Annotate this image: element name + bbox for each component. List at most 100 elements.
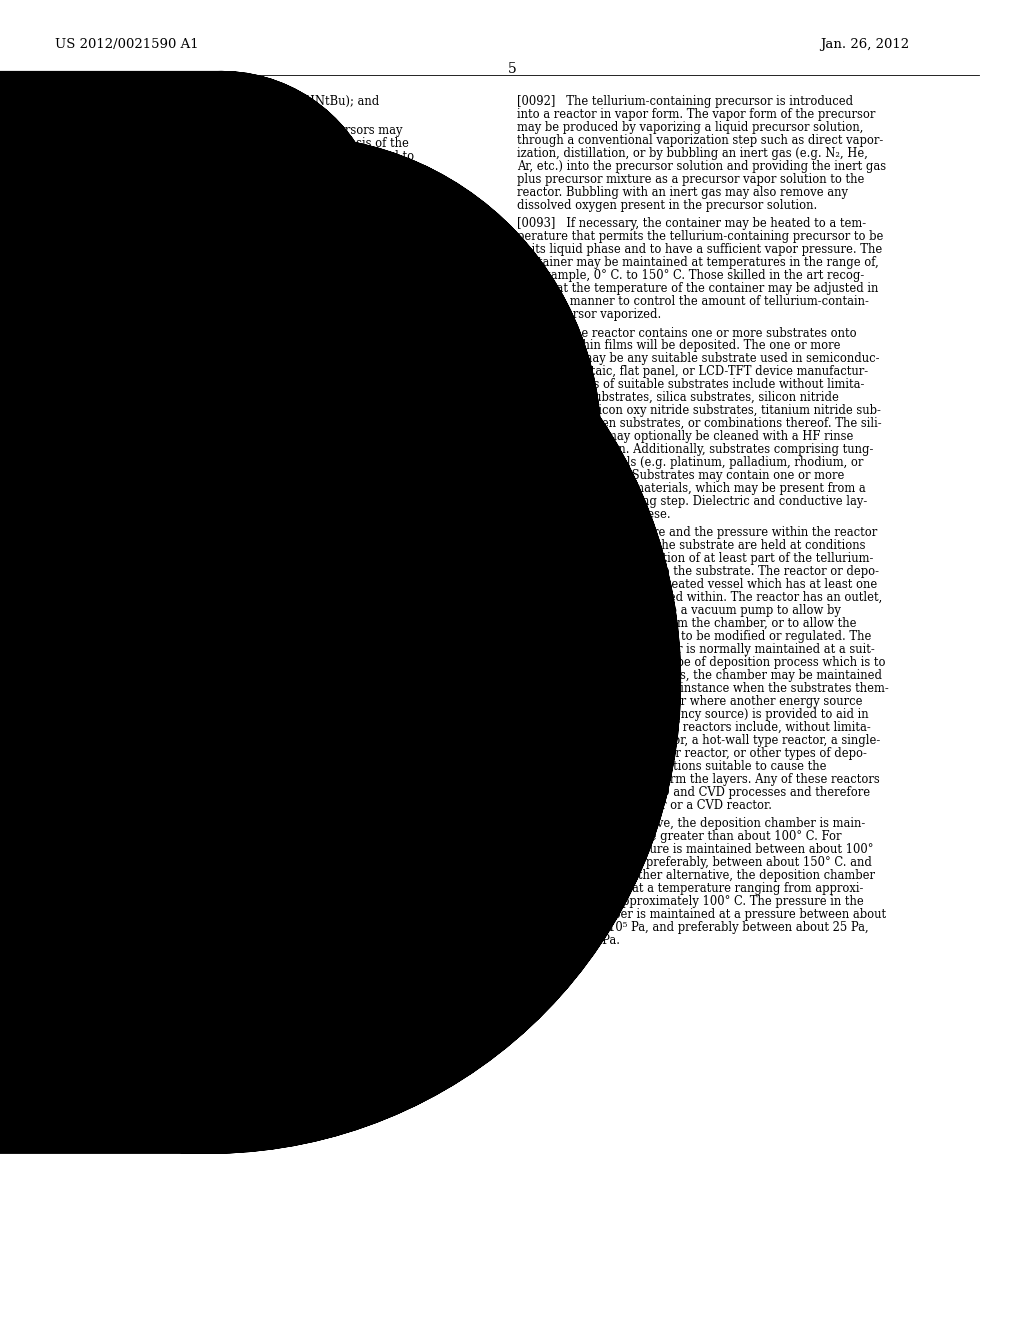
Text: Ge—Te: Ge—Te: [300, 657, 340, 668]
Text: ization, distillation, or by bubbling an inert gas (e.g. N₂, He,: ization, distillation, or by bubbling an…: [517, 147, 868, 160]
Text: of films deposited on challenging surfaces (e.g., trenches,: of films deposited on challenging surfac…: [55, 886, 394, 899]
Text: plus precursor mixture as a precursor vapor solution to the: plus precursor mixture as a precursor va…: [517, 173, 864, 186]
Text: substrates may be any suitable substrate used in semiconduc-: substrates may be any suitable substrate…: [517, 352, 880, 366]
Text: GeMe2: GeMe2: [385, 562, 425, 572]
Text: previous manufacturing step. Dielectric and conductive lay-: previous manufacturing step. Dielectric …: [517, 495, 867, 508]
Text: Me: Me: [347, 202, 365, 213]
Text: tBu: tBu: [270, 729, 290, 738]
Text: Te: Te: [317, 313, 330, 323]
Text: tellurium-containing precursor include, but are not limited to: tellurium-containing precursor include, …: [55, 150, 414, 162]
Text: prior to deposition. Additionally, substrates comprising tung-: prior to deposition. Additionally, subst…: [517, 444, 873, 455]
Text: Te: Te: [335, 371, 348, 381]
Text: GeMe2: GeMe2: [362, 351, 402, 360]
Text: tBu: tBu: [105, 620, 125, 631]
Text: Te(SiNtBuCH₂CH₂NtBu); Te(SiNtBuCH—CHNtBu); and: Te(SiNtBuCH₂CH₂NtBu); Te(SiNtBuCH—CHNtBu…: [55, 95, 379, 108]
Text: [0092]   The tellurium-containing precursor is introduced: [0092] The tellurium-containing precurso…: [517, 95, 853, 108]
Text: [0094]   The reactor contains one or more substrates onto: [0094] The reactor contains one or more …: [517, 326, 857, 339]
Text: holes, vias) is required.: holes, vias) is required.: [55, 899, 191, 912]
Text: about 350° C. In another alternative, the deposition chamber: about 350° C. In another alternative, th…: [517, 869, 874, 882]
Text: may be produced by vaporizing a liquid precursor solution,: may be produced by vaporizing a liquid p…: [517, 121, 863, 135]
Text: N: N: [111, 639, 120, 649]
Text: selves are heated directly, or where another energy source: selves are heated directly, or where ano…: [517, 696, 862, 708]
Text: for example, 0° C. to 150° C. Those skilled in the art recog-: for example, 0° C. to 150° C. Those skil…: [517, 269, 864, 282]
Text: N: N: [275, 639, 285, 649]
Text: |: |: [258, 678, 262, 690]
Text: be synthesized in various ways. Examples of synthesis of the: be synthesized in various ways. Examples…: [55, 137, 409, 150]
Text: —Te: —Te: [406, 404, 429, 414]
Text: known to those of skill in the art. Examples of suitable depo-: known to those of skill in the art. Exam…: [55, 781, 410, 795]
Text: GeMe2Cl2  +  Li2Te: GeMe2Cl2 + Li2Te: [65, 331, 183, 345]
Text: GeMe2: GeMe2: [348, 298, 388, 308]
Text: 5: 5: [508, 62, 516, 77]
Text: example, the temperature is maintained between about 100°: example, the temperature is maintained b…: [517, 843, 873, 855]
Text: sten or noble metals (e.g. platinum, palladium, rhodium, or: sten or noble metals (e.g. platinum, pal…: [517, 455, 863, 469]
Text: Me2Si: Me2Si: [342, 417, 378, 426]
Text: N: N: [275, 709, 285, 719]
Text: CVD, atomic layer deposition (ALD), and pulsed chemical: CVD, atomic layer deposition (ALD), and …: [55, 808, 390, 821]
Text: temperature in the chamber is normally maintained at a suit-: temperature in the chamber is normally m…: [517, 643, 874, 656]
Text: (GeMe2Cl)2  +  Li2Te: (GeMe2Cl)2 + Li2Te: [65, 543, 193, 556]
Text: may be used for both ALD and CVD processes and therefore: may be used for both ALD and CVD process…: [517, 785, 870, 799]
Text: suitable for vapor deposition of at least part of the tellurium-: suitable for vapor deposition of at leas…: [517, 552, 873, 565]
Text: container may be maintained at temperatures in the range of,: container may be maintained at temperatu…: [517, 256, 879, 269]
Text: |: |: [93, 678, 97, 690]
Text: Scheme 1: Scheme 1: [244, 183, 301, 197]
Text: GeMe2: GeMe2: [432, 440, 472, 449]
Text: Scheme 4: Scheme 4: [244, 499, 301, 512]
Text: the deposition. Examples of reactors include, without limita-: the deposition. Examples of reactors inc…: [517, 721, 870, 734]
Text: dissolved oxygen present in the precursor solution.: dissolved oxygen present in the precurso…: [517, 199, 817, 213]
Text: Scheme 5: Scheme 5: [244, 606, 301, 619]
Text: into a reactor in vapor form. The vapor form of the precursor: into a reactor in vapor form. The vapor …: [517, 108, 876, 121]
Text: Me—Ge—Te—Ge—Me: Me—Ge—Te—Ge—Me: [268, 226, 397, 239]
Text: GeMe2: GeMe2: [388, 536, 428, 546]
Text: Me: Me: [281, 252, 299, 261]
Text: [0093]   If necessary, the container may be heated to a tem-: [0093] If necessary, the container may b…: [517, 216, 866, 230]
Text: [0095]   The temperature and the pressure within the reactor: [0095] The temperature and the pressure …: [517, 525, 878, 539]
Text: and the temperature of the substrate are held at conditions: and the temperature of the substrate are…: [517, 539, 865, 552]
Text: —Te: —Te: [400, 470, 424, 480]
Text: tor, photovoltaic, flat panel, or LCD-TFT device manufactur-: tor, photovoltaic, flat panel, or LCD-TF…: [517, 366, 868, 378]
Text: which the thin films will be deposited. The one or more: which the thin films will be deposited. …: [517, 339, 841, 352]
Text: which may be connected to a vacuum pump to allow by: which may be connected to a vacuum pump …: [517, 605, 841, 616]
Text: CH2: CH2: [232, 661, 258, 671]
Text: (e.g. plasma or radio frequency source) is provided to aid in: (e.g. plasma or radio frequency source) …: [517, 708, 868, 721]
Text: ing. Examples of suitable substrates include without limita-: ing. Examples of suitable substrates inc…: [517, 378, 864, 391]
Text: Scheme 2: Scheme 2: [244, 282, 301, 294]
Text: containing precursor onto the substrate. The reactor or depo-: containing precursor onto the substrate.…: [517, 565, 879, 578]
Text: [0096]   In one alternative, the deposition chamber is main-: [0096] In one alternative, the depositio…: [517, 817, 865, 830]
Text: vapor deposition (P-CVD). In one alternative, a thermal CVD: vapor deposition (P-CVD). In one alterna…: [55, 821, 408, 834]
Text: sition systems under conditions suitable to cause the: sition systems under conditions suitable…: [517, 760, 826, 774]
Text: substrates, silicon oxy nitride substrates, titanium nitride sub-: substrates, silicon oxy nitride substrat…: [517, 404, 881, 417]
Text: Me2Ge: Me2Ge: [287, 556, 328, 566]
Text: additional layers of materials, which may be present from a: additional layers of materials, which ma…: [517, 482, 865, 495]
Text: be performed. In some cases, the chamber may be maintained: be performed. In some cases, the chamber…: [517, 669, 882, 682]
Text: tBu: tBu: [105, 729, 125, 738]
Text: Te: Te: [382, 327, 395, 338]
Text: tion, a cold-wall type reactor, a hot-wall type reactor, a single-: tion, a cold-wall type reactor, a hot-wa…: [517, 734, 881, 747]
Text: GeMe3Cl  +  Li2Te: GeMe3Cl + Li2Te: [78, 226, 189, 239]
Text: Te: Te: [348, 581, 361, 591]
Text: at a lower temperature, for instance when the substrates them-: at a lower temperature, for instance whe…: [517, 682, 889, 696]
Text: perature that permits the tellurium-containing precursor to be: perature that permits the tellurium-cont…: [517, 230, 884, 243]
Text: in its liquid phase and to have a sufficient vapor pressure. The: in its liquid phase and to have a suffic…: [517, 243, 883, 256]
Text: pressure within the reactor to be modified or regulated. The: pressure within the reactor to be modifi…: [517, 630, 871, 643]
Text: synthesis schemes 1-5 as shown below:: synthesis schemes 1-5 as shown below:: [55, 162, 285, 176]
Text: Ge: Ge: [135, 657, 151, 668]
Text: ers are examples of these.: ers are examples of these.: [517, 508, 671, 521]
Text: +  Te: + Te: [157, 675, 187, 688]
Text: deposited to form a thin film using any deposition methods: deposited to form a thin film using any …: [55, 770, 400, 781]
Text: Jan. 26, 2012: Jan. 26, 2012: [820, 38, 909, 51]
Text: sition methods include without limitation, conventional: sition methods include without limitatio…: [55, 795, 378, 808]
Text: may be maintained at a temperature ranging from approxi-: may be maintained at a temperature rangi…: [517, 882, 863, 895]
Text: Me2Ge: Me2Ge: [290, 532, 331, 543]
Text: US 2012/0021590 A1: US 2012/0021590 A1: [55, 38, 199, 51]
Text: N: N: [111, 709, 120, 719]
Text: C. and about 500° C., preferably, between about 150° C. and: C. and about 500° C., preferably, betwee…: [517, 855, 871, 869]
Text: wafer reactor, a multi-wafer reactor, or other types of depo-: wafer reactor, a multi-wafer reactor, or…: [517, 747, 867, 760]
Text: CH2: CH2: [68, 661, 93, 671]
Text: Te: Te: [353, 510, 367, 519]
Text: Scheme 3: Scheme 3: [244, 399, 301, 411]
Text: (GeMe2Cl)2  +  GeMe2Cl2  +  2Li2Te: (GeMe2Cl)2 + GeMe2Cl2 + 2Li2Te: [55, 438, 267, 449]
Text: precursors to react and form the layers. Any of these reactors: precursors to react and form the layers.…: [517, 774, 880, 785]
Text: gold) may be used. Substrates may contain one or more: gold) may be used. Substrates may contai…: [517, 469, 845, 482]
